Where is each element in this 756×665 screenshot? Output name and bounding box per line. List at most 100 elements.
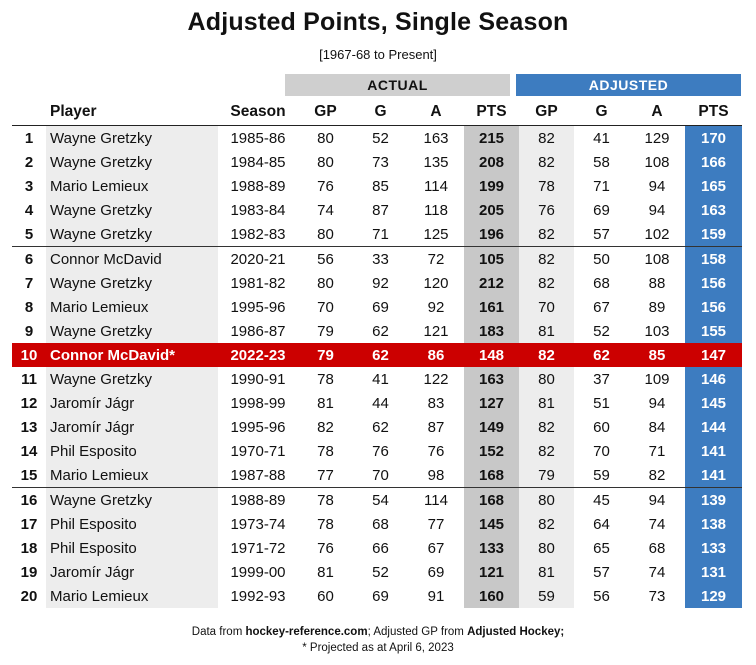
cell-actual-gp: 74 (317, 201, 334, 219)
cell-actual-g: 66 (372, 539, 389, 557)
table-row: 15 Mario Lemieux 1987-88 77 70 98 168 79 59 82 141 (12, 463, 742, 488)
cell-adjusted-pts: 141 (685, 439, 742, 463)
cell-actual-g: 44 (372, 394, 389, 412)
adjusted-points-table: Player Season GP G A PTS GP G A PTS 1 Way… (12, 98, 742, 608)
cell-season: 1981-82 (230, 274, 286, 292)
cell-player: Mario Lemieux (46, 174, 218, 198)
cell-adjusted-gp: 82 (519, 343, 574, 367)
cell-adjusted-a: 94 (629, 487, 685, 512)
cell-adjusted-gp: 79 (519, 463, 574, 488)
cell-player: Jaromír Jágr (46, 391, 218, 415)
cell-adjusted-pts: 159 (685, 222, 742, 247)
cell-adjusted-a: 108 (644, 153, 670, 171)
cell-rank: 20 (20, 587, 38, 605)
cell-actual-g: 33 (353, 246, 408, 271)
cell-adjusted-a: 73 (648, 587, 666, 605)
cell-actual-g: 69 (372, 298, 389, 316)
cell-actual-gp: 78 (298, 487, 353, 512)
cell-actual-pts: 148 (464, 343, 519, 367)
cell-actual-a: 114 (424, 177, 448, 195)
footer-note: Data from hockey-reference.com; Adjusted… (0, 624, 756, 656)
cell-player: Wayne Gretzky (46, 222, 218, 247)
cell-rank: 6 (12, 246, 46, 271)
table-row: 20 Mario Lemieux 1992-93 60 69 91 160 59 56 73 129 (12, 584, 742, 608)
table-row: 1 Wayne Gretzky 1985-86 80 52 163 215 82 41 129 17… (12, 125, 742, 150)
cell-adjusted-a: 103 (644, 322, 670, 340)
cell-actual-gp: 79 (317, 322, 334, 340)
cell-actual-g: 52 (372, 563, 389, 581)
cell-actual-g: 68 (372, 515, 389, 533)
cell-player: Wayne Gretzky (46, 367, 218, 391)
table-row: 10 Connor McDavid* 2022-23 79 62 86 148 82 62 85 1… (12, 343, 742, 367)
cell-player: Connor McDavid* (46, 343, 218, 367)
cell-actual-pts: 196 (464, 222, 519, 247)
adjusted-group-header: ADJUSTED (516, 74, 741, 96)
cell-adjusted-a: 74 (648, 515, 666, 533)
cell-adjusted-gp: 80 (519, 487, 574, 512)
table-row: 13 Jaromír Jágr 1995-96 82 62 87 149 82 60 84 144 (12, 415, 742, 439)
footer-source-2: Adjusted Hockey; (467, 626, 565, 638)
cell-actual-g: 92 (372, 274, 389, 292)
cell-actual-pts: 161 (464, 295, 519, 319)
cell-season: 1985-86 (230, 129, 286, 147)
cell-adjusted-pts: 156 (685, 271, 742, 295)
cell-adjusted-gp: 82 (519, 439, 574, 463)
cell-actual-pts: 105 (464, 246, 519, 271)
cell-player: Wayne Gretzky (46, 150, 218, 174)
cell-player: Jaromír Jágr (46, 560, 218, 584)
cell-player: Phil Esposito (46, 439, 218, 463)
cell-adjusted-pts: 155 (685, 319, 742, 343)
cell-adjusted-a: 129 (644, 129, 670, 147)
cell-actual-a: 83 (427, 394, 445, 412)
cell-adjusted-gp: 78 (519, 174, 574, 198)
cell-adjusted-gp: 82 (519, 222, 574, 247)
cell-season: 1992-93 (230, 587, 286, 605)
col-adjusted-g: G (574, 98, 629, 126)
cell-adjusted-pts: 166 (685, 150, 742, 174)
col-actual-a: A (408, 98, 464, 126)
col-actual-pts: PTS (464, 98, 519, 126)
cell-adjusted-g: 71 (593, 177, 610, 195)
cell-rank: 15 (20, 466, 38, 484)
column-header-row: Player Season GP G A PTS GP G A PTS (12, 98, 742, 126)
cell-adjusted-pts: 145 (685, 391, 742, 415)
cell-adjusted-pts: 156 (685, 295, 742, 319)
cell-actual-a: 98 (427, 466, 445, 484)
cell-actual-a: 120 (423, 274, 449, 292)
cell-adjusted-gp: 59 (519, 584, 574, 608)
cell-adjusted-pts: 129 (685, 584, 742, 608)
cell-adjusted-g: 37 (593, 370, 610, 388)
cell-rank: 12 (20, 394, 38, 412)
cell-actual-g: 71 (372, 225, 389, 243)
cell-actual-pts: 121 (464, 560, 519, 584)
cell-player: Wayne Gretzky (46, 319, 218, 343)
cell-player: Wayne Gretzky (46, 198, 218, 222)
cell-actual-a: 114 (408, 487, 464, 512)
cell-actual-pts: 163 (464, 367, 519, 391)
cell-adjusted-gp: 82 (519, 125, 574, 150)
cell-actual-g: 69 (372, 587, 389, 605)
cell-rank: 4 (24, 201, 34, 219)
cell-actual-pts: 149 (464, 415, 519, 439)
cell-season: 1973-74 (230, 515, 286, 533)
cell-adjusted-gp: 82 (519, 415, 574, 439)
cell-adjusted-g: 62 (574, 343, 629, 367)
cell-actual-gp: 80 (317, 153, 334, 171)
cell-player: Wayne Gretzky (46, 271, 218, 295)
cell-actual-a: 69 (427, 563, 445, 581)
cell-adjusted-g: 56 (593, 587, 610, 605)
cell-actual-a: 122 (423, 370, 449, 388)
cell-season: 1971-72 (230, 539, 286, 557)
cell-actual-a: 91 (427, 587, 445, 605)
cell-adjusted-pts: 147 (685, 343, 742, 367)
col-adjusted-a: A (629, 98, 685, 126)
cell-adjusted-pts: 141 (685, 463, 742, 488)
cell-actual-gp: 76 (317, 177, 334, 195)
cell-adjusted-a: 109 (644, 370, 670, 388)
cell-actual-g: 87 (372, 201, 389, 219)
cell-actual-g: 52 (372, 129, 389, 147)
cell-adjusted-g: 70 (593, 442, 610, 460)
table-row: 12 Jaromír Jágr 1998-99 81 44 83 127 81 51 94 145 (12, 391, 742, 415)
cell-adjusted-pts: 163 (685, 198, 742, 222)
cell-actual-gp: 60 (317, 587, 334, 605)
